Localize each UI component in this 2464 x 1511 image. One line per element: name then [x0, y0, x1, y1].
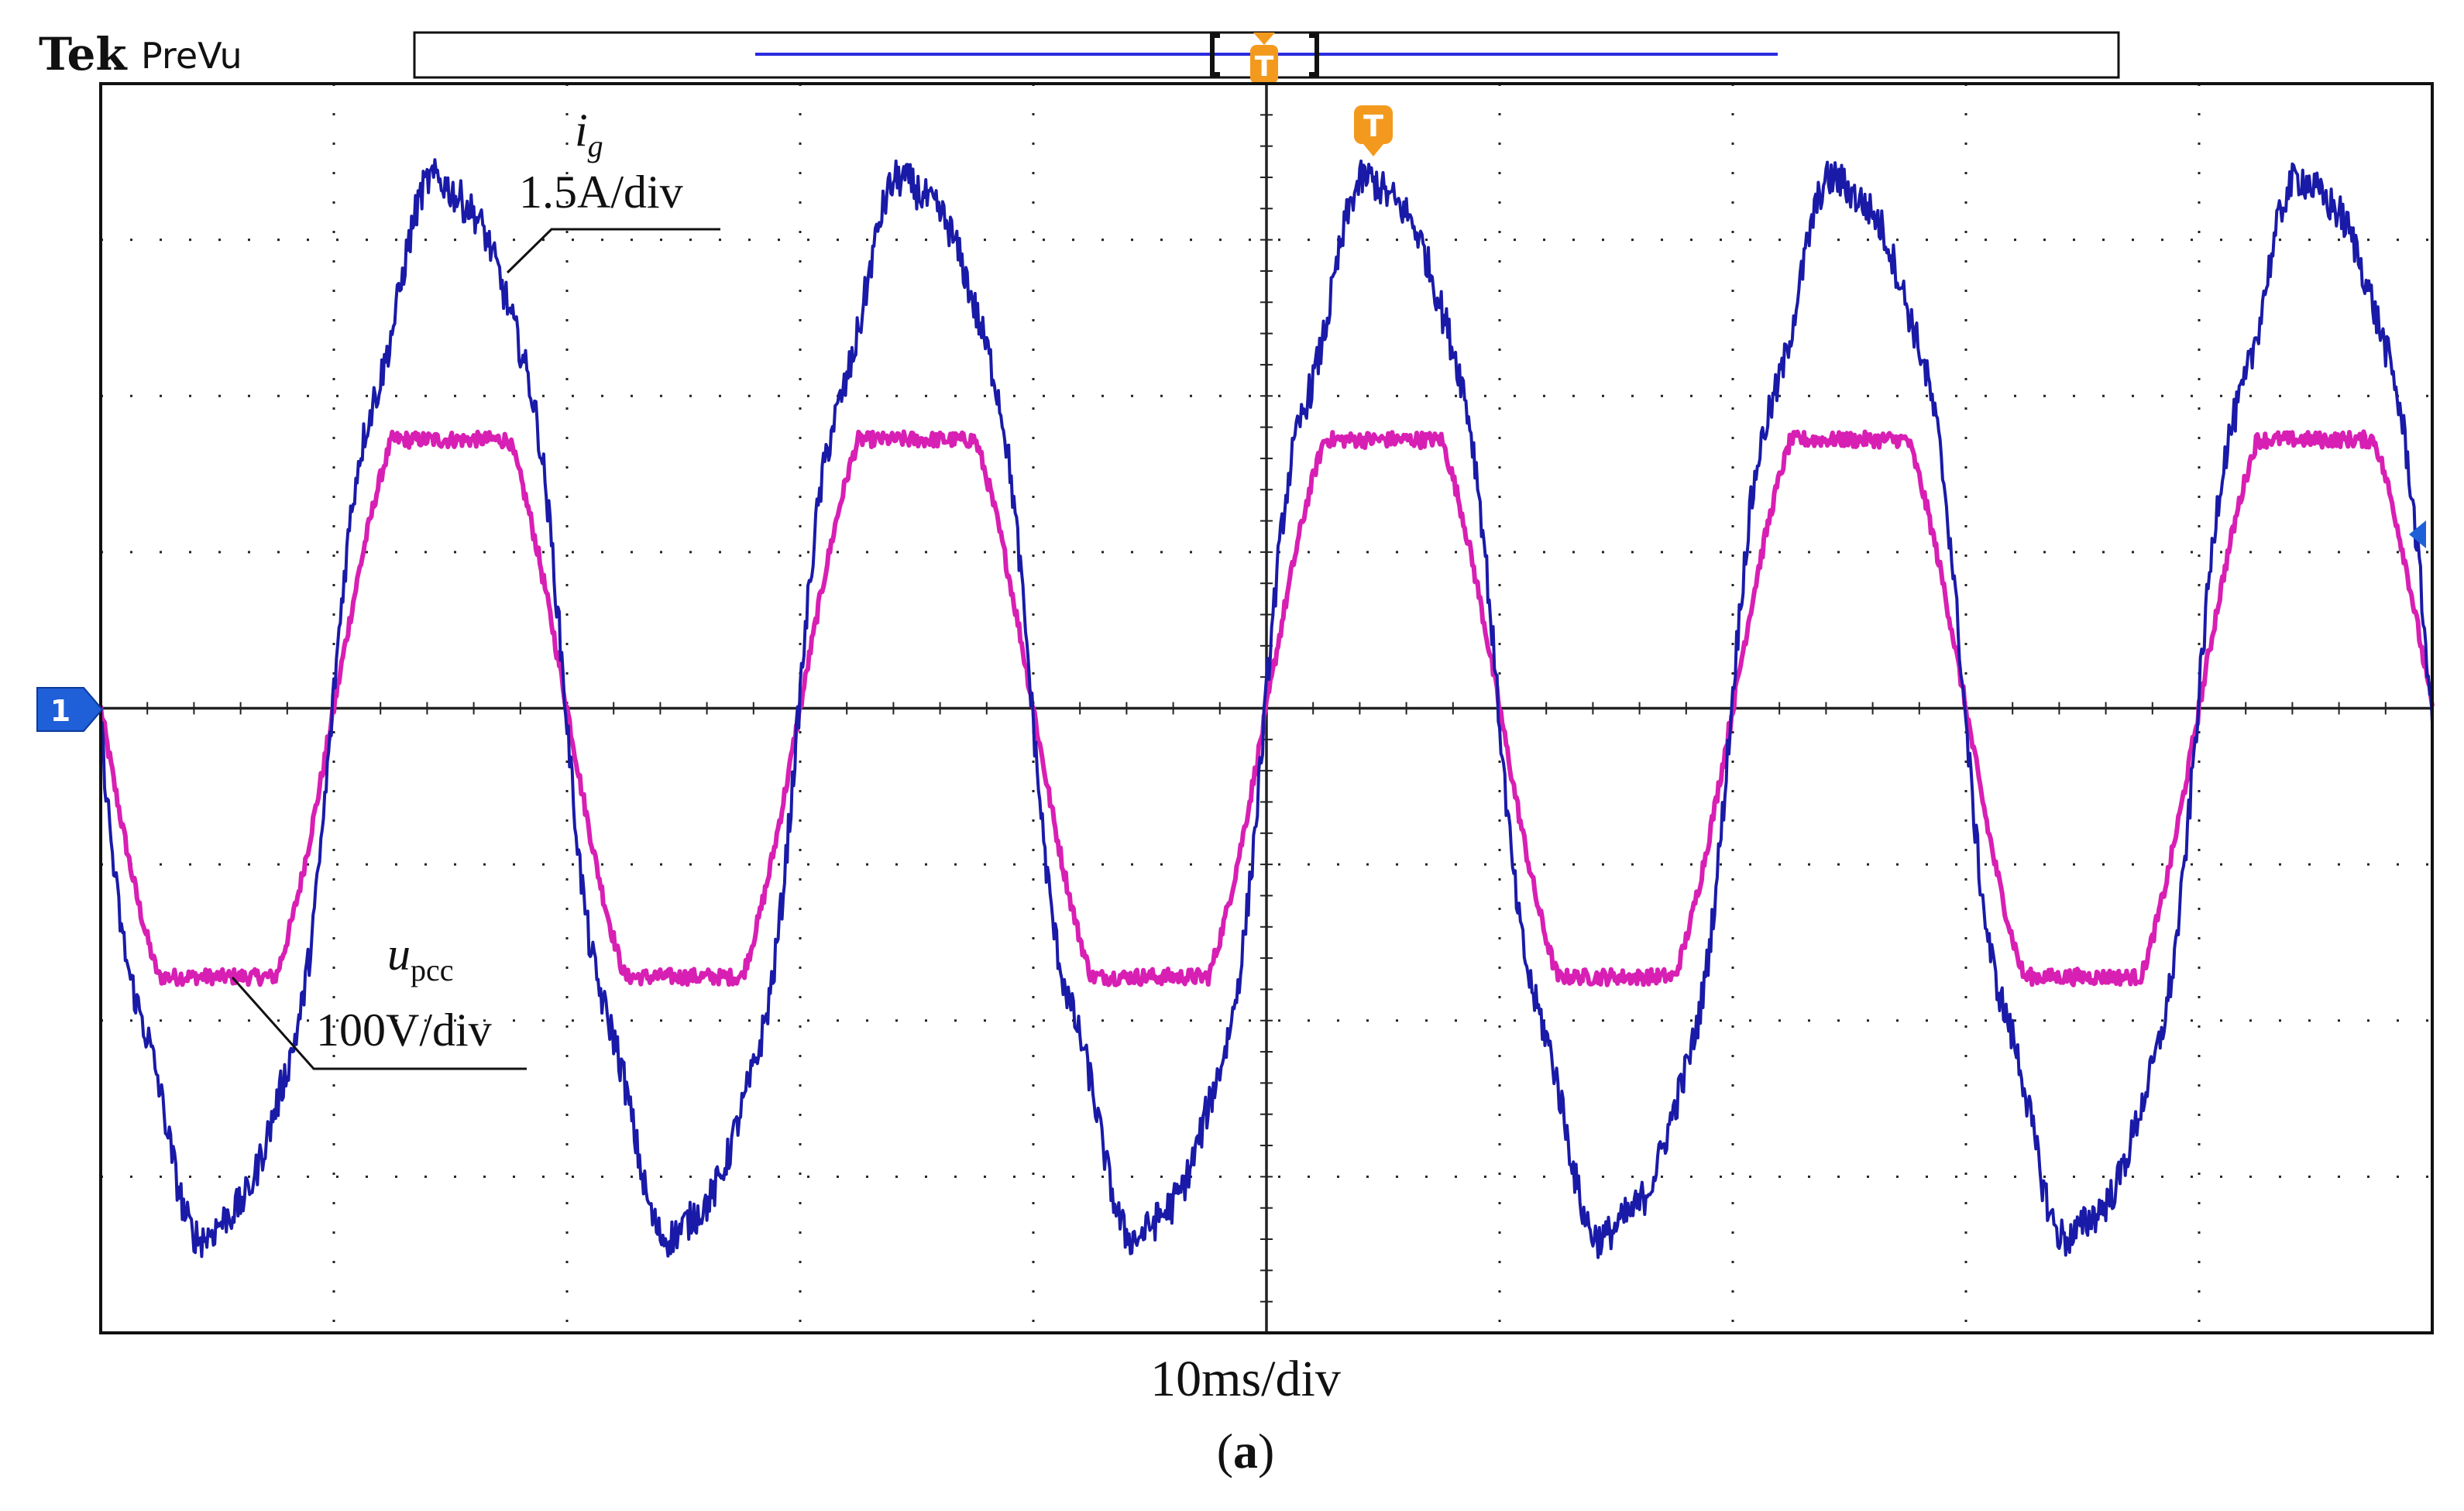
x-axis-label: 10ms/div — [1150, 1351, 1341, 1407]
current-label-sub: g — [588, 129, 603, 163]
voltage-scale-label: 100V/div — [316, 1004, 492, 1056]
voltage-label-main: u — [387, 929, 411, 980]
current-scale-label: 1.5A/div — [519, 167, 683, 218]
trigger-marker-icon: T — [1354, 105, 1393, 156]
waveform-traces — [98, 158, 2435, 1259]
voltage-label-sub: pcc — [411, 953, 454, 987]
caption-letter: a — [1233, 1423, 1258, 1478]
overview-trigger-letter: T — [1255, 51, 1274, 83]
caption-open-paren: ( — [1217, 1423, 1233, 1478]
mode-label: PreVu — [141, 35, 242, 77]
current-label-main: i — [575, 105, 588, 156]
channel-offscreen-pointer-icon — [2409, 520, 2426, 548]
voltage-leader-line — [231, 977, 527, 1070]
channel-1-number: 1 — [50, 694, 70, 728]
current-trace-ig — [99, 158, 2434, 1259]
svg-text:ig: ig — [575, 105, 603, 163]
graticule — [100, 83, 2433, 1334]
current-annotation: ig 1.5A/div — [506, 105, 720, 274]
brand-label: Tek — [39, 28, 128, 81]
trigger-marker-letter: T — [1363, 109, 1383, 143]
current-leader-line — [506, 228, 720, 274]
caption-close-paren: ) — [1258, 1423, 1274, 1478]
record-view-bracket — [1210, 33, 1319, 77]
figure-caption: (a) — [1217, 1423, 1275, 1478]
voltage-trace-upcc — [98, 429, 2435, 987]
svg-text:upcc: upcc — [387, 929, 454, 987]
channel-1-marker: 1 — [36, 687, 104, 732]
voltage-annotation: upcc 100V/div — [231, 929, 527, 1070]
